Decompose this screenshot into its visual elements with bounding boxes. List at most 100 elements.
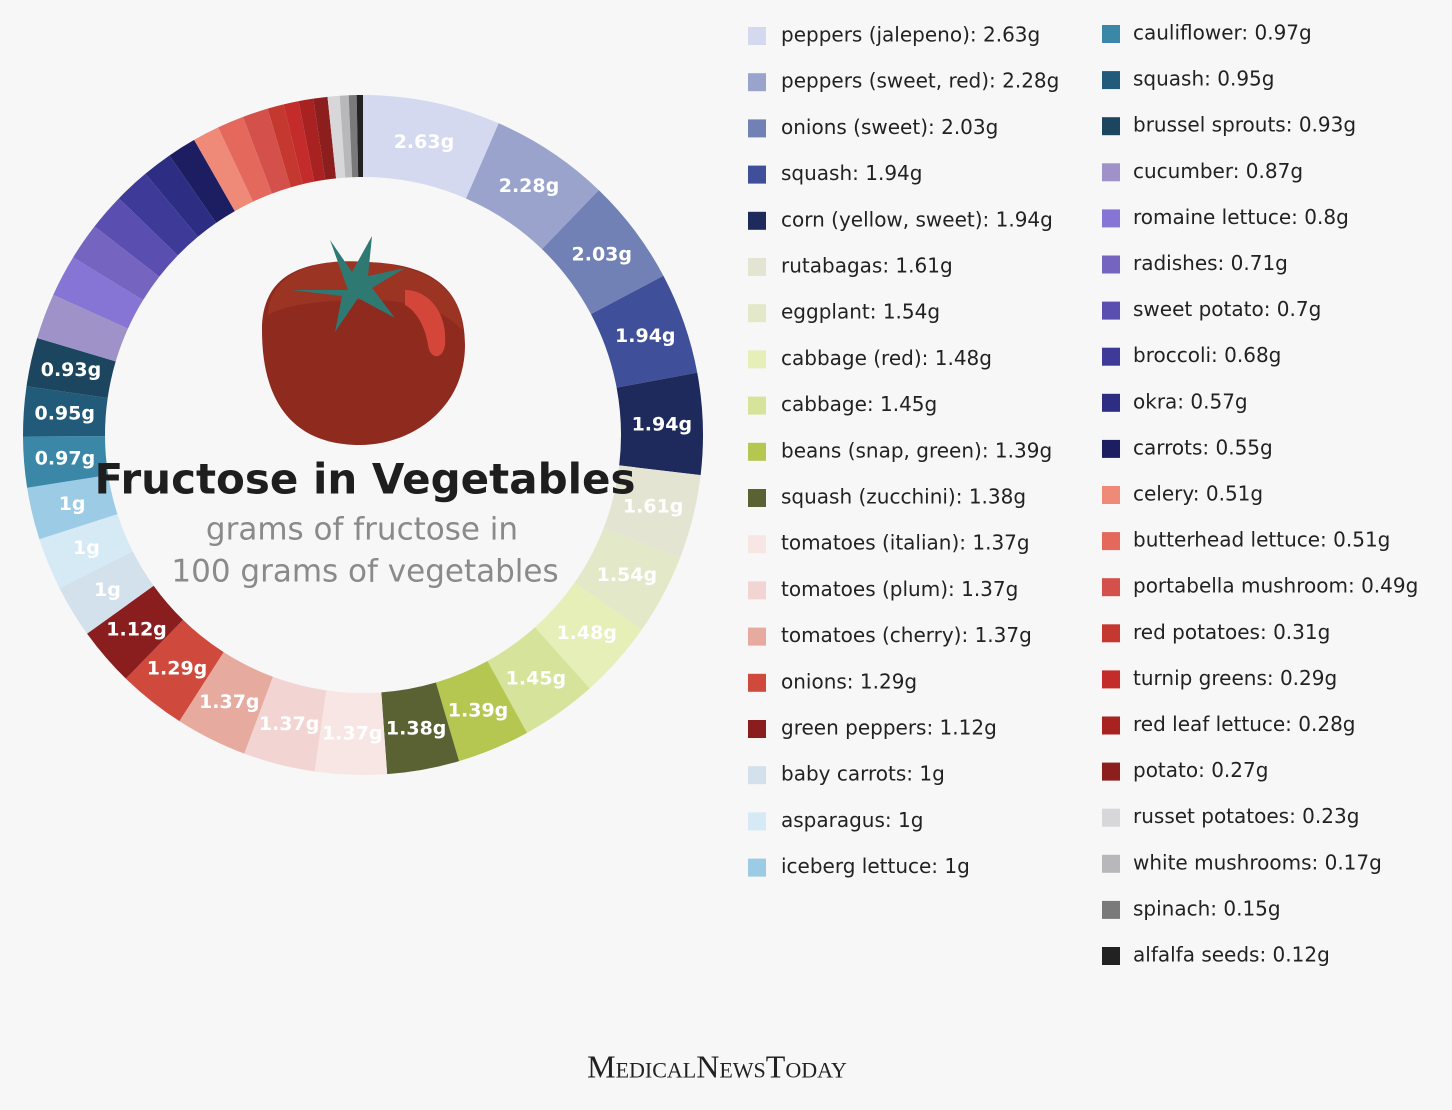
legend-swatch xyxy=(1102,301,1120,320)
legend-swatch xyxy=(748,165,766,184)
slice-label: 1.38g xyxy=(386,718,446,740)
slice xyxy=(603,465,701,558)
slice xyxy=(356,95,363,178)
slice-label: 1.61g xyxy=(623,496,683,518)
chart-title: Fructose in Vegetables xyxy=(94,455,635,504)
legend-swatch xyxy=(748,119,766,138)
slice-label: 1.45g xyxy=(506,667,566,689)
tomato-icon xyxy=(262,236,465,445)
slice xyxy=(435,660,528,762)
legend-swatch xyxy=(1102,486,1120,504)
slice xyxy=(26,338,116,398)
slice xyxy=(145,155,217,237)
legend-label: tomatoes (italian): 1.37g xyxy=(781,531,1030,555)
slice-label: 1.94g xyxy=(615,325,675,347)
slice xyxy=(169,139,235,223)
legend-swatch xyxy=(1102,578,1120,597)
slice xyxy=(327,95,346,179)
slice xyxy=(194,127,254,212)
slice xyxy=(535,582,642,689)
legend-swatch xyxy=(1102,900,1120,919)
slice-label: 1.54g xyxy=(597,564,657,586)
legend-label: portabella mushroom: 0.49g xyxy=(1133,574,1418,598)
legend-swatch xyxy=(748,812,766,831)
chart-subtitle: grams of fructose in xyxy=(206,512,518,548)
legend-label: rutabagas: 1.61g xyxy=(781,254,953,278)
legend-swatch xyxy=(1102,347,1120,366)
chart-subtitle: 100 grams of vegetables xyxy=(171,554,558,590)
legend-swatch xyxy=(748,211,766,230)
legend-swatch xyxy=(1102,808,1120,827)
slice-label: 2.63g xyxy=(394,131,454,153)
legend-swatch xyxy=(1102,624,1120,643)
legend-label: cucumber: 0.87g xyxy=(1133,159,1303,183)
legend-label: squash: 1.94g xyxy=(781,161,922,185)
slice xyxy=(73,226,160,301)
slice xyxy=(465,123,599,250)
legend-label: beans (snap, green): 1.39g xyxy=(781,438,1052,462)
slice xyxy=(487,627,590,733)
legend-label: tomatoes (cherry): 1.37g xyxy=(781,623,1032,647)
slice xyxy=(339,95,353,178)
slice xyxy=(94,198,178,277)
slice-label: 2.03g xyxy=(572,244,632,266)
legend-label: romaine lettuce: 0.8g xyxy=(1133,205,1349,229)
legend-swatch xyxy=(1102,716,1120,735)
legend-swatch xyxy=(748,535,766,554)
legend-swatch xyxy=(1102,255,1120,274)
legend-swatch xyxy=(1102,209,1120,228)
slice-label: 1g xyxy=(59,493,86,515)
slice xyxy=(59,551,154,634)
legend-swatch xyxy=(748,304,766,323)
legend-swatch xyxy=(1102,25,1120,43)
legend-label: corn (yellow, sweet): 1.94g xyxy=(781,207,1053,231)
legend-swatch xyxy=(1102,532,1120,551)
legend-swatch xyxy=(1102,71,1120,90)
legend-label: butterhead lettuce: 0.51g xyxy=(1133,528,1390,552)
legend-label: cabbage: 1.45g xyxy=(781,392,937,416)
legend-swatch xyxy=(748,766,766,785)
slice-label: 1g xyxy=(73,537,100,559)
slice xyxy=(53,257,144,329)
slice xyxy=(218,116,272,202)
legend-swatch xyxy=(748,489,766,507)
slice-label: 1.12g xyxy=(106,619,166,641)
legend-swatch xyxy=(748,27,766,45)
legend-swatch xyxy=(748,627,766,646)
legend-label: celery: 0.51g xyxy=(1133,482,1263,506)
legend-label: red leaf lettuce: 0.28g xyxy=(1133,712,1356,736)
legend-swatch xyxy=(748,442,766,461)
legend-swatch xyxy=(748,396,766,415)
slice-label: 1.37g xyxy=(199,691,259,713)
legend-label: broccoli: 0.68g xyxy=(1133,343,1281,367)
legend-swatch xyxy=(1102,762,1120,781)
slice-label: 0.93g xyxy=(41,359,101,381)
slice xyxy=(27,475,118,540)
slice xyxy=(22,386,108,437)
legend-label: onions (sweet): 2.03g xyxy=(781,115,998,139)
legend-label: red potatoes: 0.31g xyxy=(1133,620,1330,644)
legend-swatch xyxy=(748,350,766,369)
legend-label: squash: 0.95g xyxy=(1133,67,1274,91)
slice xyxy=(125,619,224,722)
slice-label: 1.48g xyxy=(556,622,616,644)
slice xyxy=(39,514,133,589)
legend-swatch xyxy=(1102,947,1120,965)
slice xyxy=(298,98,326,182)
slice xyxy=(363,95,499,199)
slice-label: 1.37g xyxy=(259,713,319,735)
legend-label: cauliflower: 0.97g xyxy=(1133,21,1312,45)
slice xyxy=(37,294,128,362)
slice xyxy=(267,104,303,188)
slice xyxy=(23,436,109,488)
legend-label: peppers (jalepeno): 2.63g xyxy=(781,23,1040,47)
legend-label: iceberg lettuce: 1g xyxy=(781,854,970,878)
legend-swatch xyxy=(1102,393,1120,412)
slice xyxy=(541,190,664,315)
donut: 2.63g 2.28g 2.03g 1.94g 1.94g 1.61g 1.54g 1.48g… xyxy=(22,95,703,775)
legend-swatch xyxy=(748,258,766,276)
legend-label: baby carrots: 1g xyxy=(781,762,945,786)
legend-swatch xyxy=(748,73,766,92)
source-logo: MedicalNewsToday xyxy=(587,1048,847,1084)
